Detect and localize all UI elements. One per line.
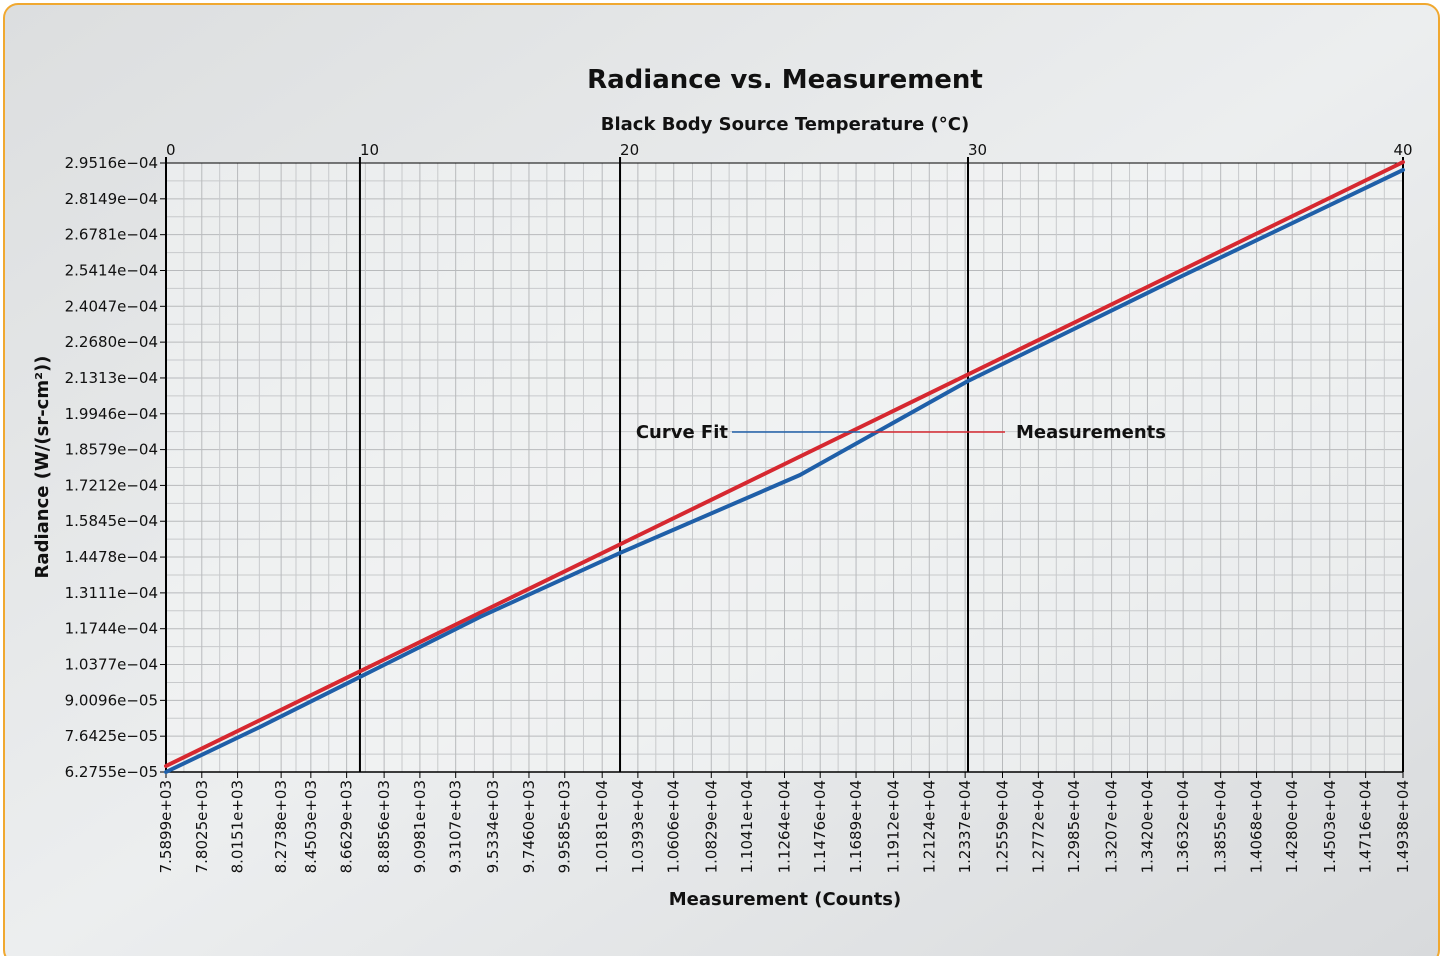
x-tick-label: 1.2124e+04: [920, 780, 938, 873]
x-tick-label: 1.3855e+04: [1212, 780, 1230, 873]
y-tick-label: 1.0377e−04: [65, 656, 158, 674]
y-tick-label: 7.6425e−05: [65, 727, 158, 745]
x2-tick-label: 0: [166, 141, 176, 159]
x-tick-label: 1.0829e+04: [702, 780, 720, 873]
x-tick-label: 1.3420e+04: [1138, 780, 1156, 873]
x-tick-label: 9.9585e+03: [556, 780, 574, 873]
x-tick-label: 1.1689e+04: [847, 780, 865, 873]
series-line: [164, 167, 1405, 774]
y-tick-label: 2.1313e−04: [65, 369, 158, 387]
x-tick-label: 1.2337e+04: [956, 780, 974, 873]
x2-tick-label: 40: [1393, 141, 1412, 159]
x2-tick-label: 20: [620, 141, 639, 159]
y-axis-title: Radiance (W/(sr-cm²)): [32, 356, 53, 579]
x-tick-label: 1.2772e+04: [1029, 780, 1047, 873]
y-tick-label: 1.5845e−04: [65, 512, 158, 530]
y-tick-label: 2.8149e−04: [65, 190, 158, 208]
y-tick-label: 1.1744e−04: [65, 620, 158, 638]
x-tick-label: 8.0151e+03: [229, 780, 247, 873]
x-tick-label: 8.2738e+03: [272, 780, 290, 873]
x-tick-label: 9.3107e+03: [447, 780, 465, 873]
x-tick-label: 1.1476e+04: [811, 780, 829, 873]
x-tick-label: 9.7460e+03: [520, 780, 538, 873]
chart-title: Radiance vs. Measurement: [587, 65, 983, 95]
x-tick-label: 9.5334e+03: [484, 780, 502, 873]
series-label: Measurements: [1016, 422, 1166, 443]
x-tick-label: 1.1041e+04: [738, 780, 756, 873]
y-tick-label: 2.4047e−04: [65, 297, 158, 315]
x-tick-label: 1.2985e+04: [1065, 780, 1083, 873]
x-axis-title: Measurement (Counts): [669, 889, 902, 910]
x-tick-label: 1.3632e+04: [1174, 780, 1192, 873]
x2-tick-label: 30: [968, 141, 987, 159]
x2-tick-label: 10: [360, 141, 379, 159]
x-tick-label: 9.0981e+03: [411, 780, 429, 873]
y-tick-label: 1.3111e−04: [65, 584, 158, 602]
x-tick-label: 1.4068e+04: [1248, 780, 1266, 873]
x-tick-label: 1.4716e+04: [1357, 780, 1375, 873]
x-tick-label: 1.0181e+04: [593, 780, 611, 873]
x-tick-label: 1.4938e+04: [1394, 780, 1412, 873]
x-tick-label: 8.8856e+03: [375, 780, 393, 873]
x-tick-label: 1.1912e+04: [885, 780, 903, 873]
x-tick-label: 8.6629e+03: [338, 780, 356, 873]
x-tick-label: 8.4503e+03: [302, 780, 320, 873]
x-tick-label: 7.5899e+03: [157, 780, 175, 873]
y-tick-label: 2.9516e−04: [65, 154, 158, 172]
series-label: Curve Fit: [636, 422, 729, 443]
x-tick-label: 1.0606e+04: [665, 780, 683, 873]
y-tick-label: 6.2755e−05: [65, 763, 158, 781]
series-line: [164, 160, 1405, 769]
x-tick-label: 1.3207e+04: [1103, 780, 1121, 873]
x-tick-label: 1.0393e+04: [629, 780, 647, 873]
x-tick-label: 1.1264e+04: [776, 780, 794, 873]
y-tick-label: 1.8579e−04: [65, 441, 158, 459]
x2-axis-title: Black Body Source Temperature (°C): [601, 114, 969, 135]
x-tick-label: 1.4503e+04: [1321, 780, 1339, 873]
y-tick-label: 9.0096e−05: [65, 691, 158, 709]
y-tick-label: 2.5414e−04: [65, 261, 158, 279]
y-tick-label: 2.2680e−04: [65, 333, 158, 351]
y-tick-label: 1.7212e−04: [65, 476, 158, 494]
y-tick-label: 1.9946e−04: [65, 405, 158, 423]
y-tick-label: 2.6781e−04: [65, 226, 158, 244]
x-tick-label: 7.8025e+03: [193, 780, 211, 873]
x-tick-label: 1.4280e+04: [1283, 780, 1301, 873]
x-tick-label: 1.2559e+04: [994, 780, 1012, 873]
y-tick-label: 1.4478e−04: [65, 548, 158, 566]
